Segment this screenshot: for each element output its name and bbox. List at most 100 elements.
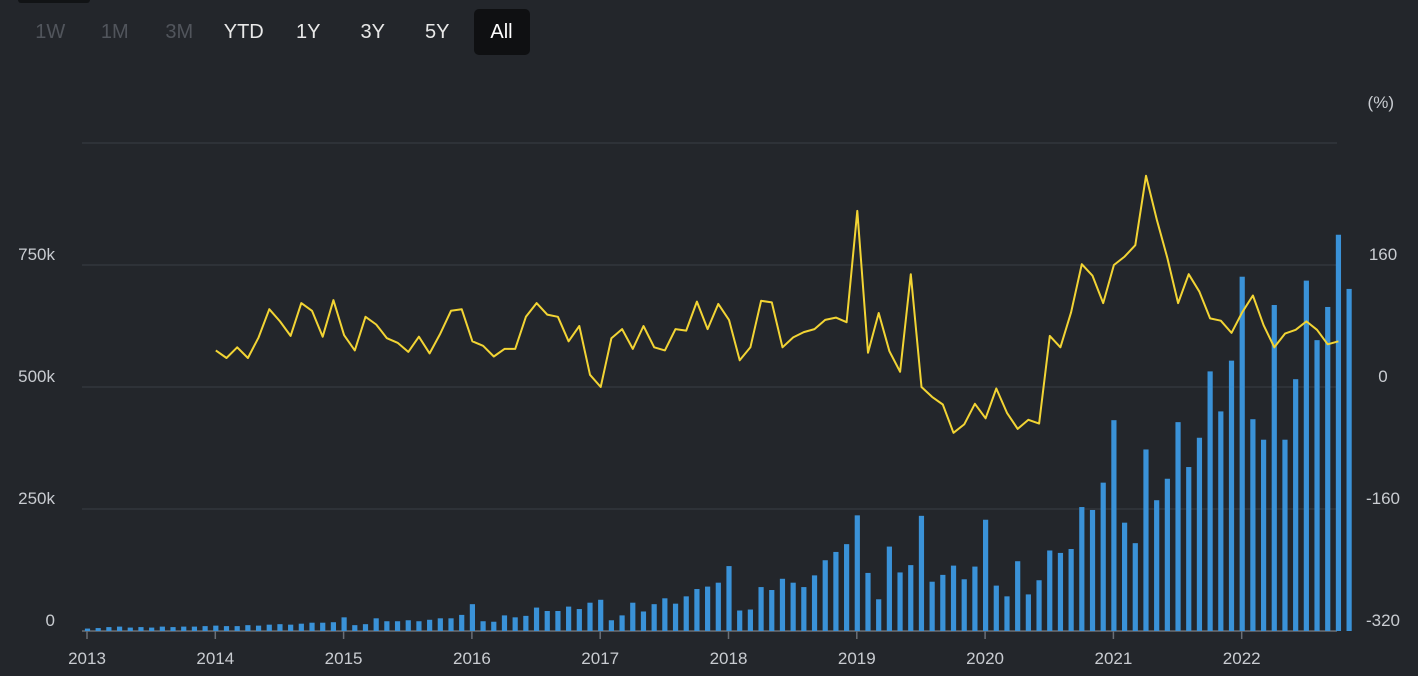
- bar: [394, 621, 401, 631]
- bar: [213, 625, 219, 631]
- bar: [640, 611, 647, 631]
- bar: [1228, 360, 1235, 631]
- bar: [1132, 543, 1138, 631]
- bar: [1282, 439, 1288, 631]
- bar: [1250, 419, 1256, 631]
- bar: [822, 560, 828, 631]
- bar: [202, 626, 208, 631]
- x-axis-tick-label: 2015: [325, 649, 363, 668]
- bar: [501, 615, 508, 631]
- right-axis-tick: 160: [1369, 245, 1397, 264]
- x-axis-tick-label: 2016: [453, 649, 491, 668]
- bar: [1036, 580, 1042, 631]
- bar: [1089, 509, 1096, 631]
- bar: [416, 621, 422, 631]
- bar: [1100, 482, 1106, 631]
- right-axis-tick: 0: [1378, 367, 1387, 386]
- bar: [683, 596, 689, 631]
- x-axis-tick-label: 2018: [710, 649, 748, 668]
- bar: [116, 626, 123, 631]
- bar: [854, 515, 860, 631]
- bar: [288, 624, 294, 631]
- bar: [961, 579, 967, 631]
- range-button-ytd[interactable]: YTD: [223, 21, 264, 43]
- bar: [801, 587, 807, 631]
- bar: [1196, 437, 1203, 631]
- bar: [886, 546, 892, 631]
- bar: [993, 585, 999, 631]
- bar: [223, 626, 230, 631]
- bar: [715, 582, 721, 631]
- bar: [662, 598, 668, 631]
- bar: [598, 599, 604, 631]
- bar: [918, 515, 925, 631]
- x-axis-tick-label: 2020: [966, 649, 1004, 668]
- bar: [341, 617, 347, 631]
- bar: [459, 614, 465, 631]
- range-button-3m[interactable]: 3M: [165, 21, 194, 43]
- bar: [876, 599, 882, 631]
- x-axis-tick-label: 2019: [838, 649, 876, 668]
- bar: [1121, 522, 1128, 631]
- bar: [491, 621, 497, 631]
- range-button-all[interactable]: All: [473, 9, 530, 55]
- bar: [405, 620, 411, 631]
- bar: [106, 627, 112, 631]
- bar: [1346, 288, 1352, 631]
- bar: [1025, 594, 1031, 631]
- bar: [1047, 550, 1053, 631]
- bar: [1207, 371, 1213, 631]
- left-axis-tick: 250k: [18, 489, 55, 508]
- bar: [309, 622, 315, 631]
- bar: [298, 623, 304, 631]
- bar: [170, 627, 176, 631]
- top-edge-tab: [18, 0, 90, 3]
- bar: [566, 606, 572, 631]
- bar: [373, 618, 379, 631]
- x-axis-tick-label: 2013: [68, 649, 106, 668]
- bar: [672, 603, 679, 631]
- bar: [512, 617, 518, 631]
- left-axis-tick: 750k: [18, 245, 55, 264]
- bar: [630, 602, 636, 631]
- bar: [769, 590, 775, 631]
- bar: [619, 615, 625, 631]
- bar: [181, 626, 187, 631]
- bar: [437, 618, 443, 631]
- right-axis-unit-label: (%): [1368, 93, 1394, 112]
- range-button-1m[interactable]: 1M: [100, 21, 129, 43]
- right-axis-tick: -320: [1366, 611, 1400, 630]
- bar: [1303, 280, 1309, 631]
- bar: [908, 565, 914, 631]
- bar: [544, 610, 550, 631]
- bar: [555, 610, 561, 631]
- bar: [1325, 306, 1331, 631]
- bar: [1004, 596, 1010, 631]
- bar: [320, 622, 326, 631]
- range-button-1w[interactable]: 1W: [35, 21, 66, 43]
- bar: [950, 565, 957, 631]
- bar: [576, 609, 582, 631]
- bar: [811, 575, 818, 631]
- bar: [330, 622, 337, 631]
- gridlines: [82, 142, 1337, 632]
- bar: [1068, 549, 1074, 631]
- bar: [608, 620, 614, 631]
- bar: [1143, 449, 1149, 631]
- range-button-3y[interactable]: 3Y: [360, 21, 385, 43]
- range-button-5y[interactable]: 5Y: [425, 21, 450, 43]
- bar: [533, 607, 540, 631]
- line-series: [215, 174, 1339, 434]
- bar: [1293, 379, 1299, 631]
- bar: [737, 610, 743, 631]
- bar: [983, 519, 989, 631]
- range-button-1y[interactable]: 1Y: [296, 21, 321, 43]
- bar: [1175, 422, 1181, 631]
- x-axis-tick-label: 2017: [581, 649, 619, 668]
- bar: [523, 615, 529, 631]
- x-axis-tick-label: 2021: [1094, 649, 1132, 668]
- bar: [427, 619, 433, 631]
- x-axis-tick-label: 2014: [196, 649, 234, 668]
- bar: [897, 572, 903, 631]
